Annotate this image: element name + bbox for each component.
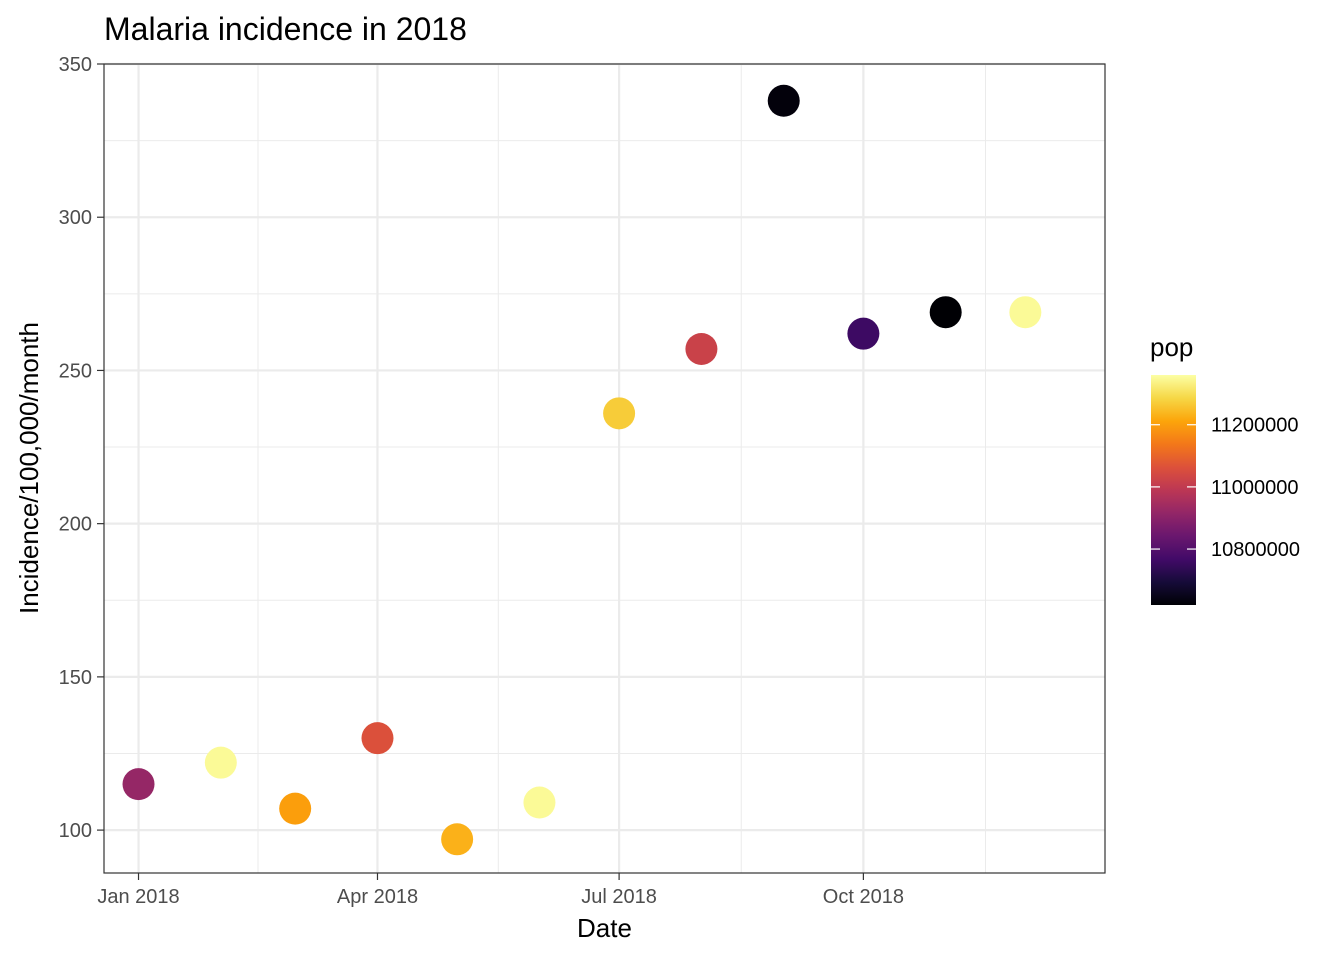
y-tick-label: 250 bbox=[59, 360, 92, 382]
data-point bbox=[929, 296, 962, 329]
data-point bbox=[361, 722, 394, 755]
y-tick-label: 100 bbox=[59, 820, 92, 842]
data-point bbox=[685, 332, 718, 365]
legend-colorbar bbox=[1151, 375, 1196, 605]
legend-label: 11000000 bbox=[1211, 477, 1299, 499]
data-point bbox=[767, 84, 800, 117]
data-point bbox=[1009, 296, 1042, 329]
plot-panel-border bbox=[103, 63, 1106, 874]
x-tick-label: Apr 2018 bbox=[337, 886, 418, 908]
data-point bbox=[441, 823, 474, 856]
data-point bbox=[847, 317, 880, 350]
x-tick-label: Jan 2018 bbox=[97, 886, 179, 908]
data-point bbox=[204, 746, 237, 779]
x-tick-label: Oct 2018 bbox=[823, 886, 904, 908]
color-legend: pop 10800000 11000000 11200000 bbox=[1150, 332, 1300, 605]
data-point bbox=[122, 768, 155, 801]
x-axis-title: Date bbox=[577, 913, 632, 943]
data-point bbox=[603, 397, 636, 430]
x-tick-label: Jul 2018 bbox=[581, 886, 657, 908]
y-tick-label: 200 bbox=[59, 514, 92, 536]
y-axis-title: Incidence/100,000/month bbox=[14, 322, 44, 614]
legend-title: pop bbox=[1150, 332, 1193, 362]
legend-label: 11200000 bbox=[1211, 415, 1299, 437]
data-point bbox=[279, 792, 312, 825]
legend-label: 10800000 bbox=[1211, 539, 1300, 561]
chart-title: Malaria incidence in 2018 bbox=[104, 11, 467, 47]
y-tick-label: 300 bbox=[59, 207, 92, 229]
data-point bbox=[523, 786, 556, 819]
y-tick-label: 150 bbox=[59, 667, 92, 689]
y-tick-label: 350 bbox=[59, 54, 92, 76]
